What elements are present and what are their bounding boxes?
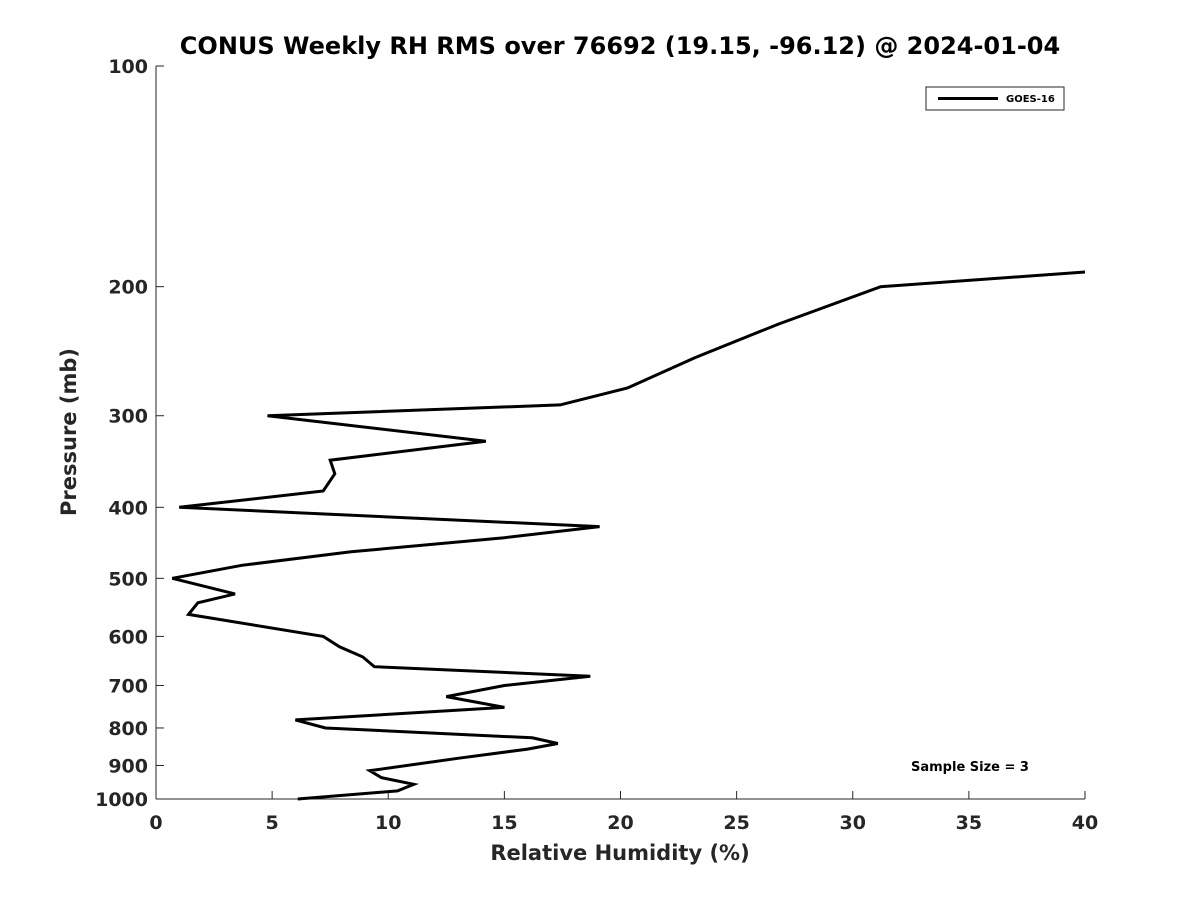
x-tick-label: 40 (1072, 812, 1098, 834)
legend-label-goes-16: GOES-16 (1006, 94, 1055, 105)
x-tick-label: 35 (956, 812, 982, 834)
y-tick-label: 100 (108, 56, 148, 78)
chart-title: CONUS Weekly RH RMS over 76692 (19.15, -… (180, 32, 1060, 60)
y-tick-label: 300 (108, 406, 148, 428)
y-tick-label: 800 (108, 718, 148, 740)
y-tick-label: 400 (108, 497, 148, 519)
x-tick-label: 25 (723, 812, 749, 834)
sample-size-annotation: Sample Size = 3 (911, 760, 1029, 775)
plot-area: 0 5 10 15 20 25 30 35 40 100 200 300 400 500 600 700 80… (95, 56, 1098, 834)
y-axis-label: Pressure (mb) (57, 348, 81, 516)
y-tick-label: 1000 (95, 789, 148, 811)
series-line-goes-16 (171, 270, 1086, 801)
y-tick-label: 900 (108, 755, 148, 777)
x-tick-label: 0 (149, 812, 162, 834)
y-tick-label: 600 (108, 626, 148, 648)
x-ticks: 0 5 10 15 20 25 30 35 40 (149, 791, 1098, 834)
y-tick-label: 700 (108, 675, 148, 697)
x-tick-label: 10 (375, 812, 401, 834)
x-axis-label: Relative Humidity (%) (490, 841, 749, 865)
y-tick-label: 200 (108, 277, 148, 299)
y-ticks: 100 200 300 400 500 600 700 800 900 1000 (95, 56, 164, 811)
legend: GOES-16 (925, 86, 1065, 111)
x-tick-label: 30 (840, 812, 866, 834)
x-tick-label: 20 (607, 812, 633, 834)
x-tick-label: 5 (266, 812, 279, 834)
x-tick-label: 15 (491, 812, 517, 834)
series-layer (171, 270, 1086, 801)
y-tick-label: 500 (108, 568, 148, 590)
